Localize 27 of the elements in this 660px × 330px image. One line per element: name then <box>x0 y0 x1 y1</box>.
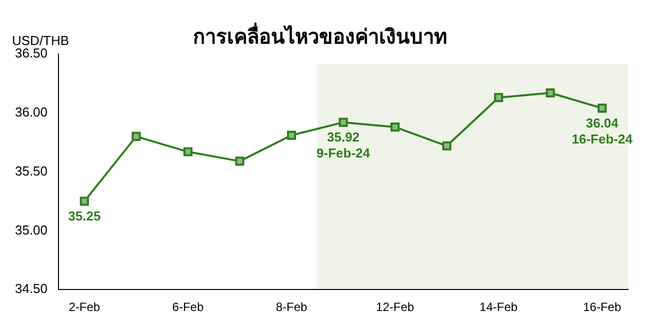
y-tick-label: 36.00 <box>14 104 48 120</box>
y-tick-label: 35.50 <box>14 163 48 178</box>
point <box>442 141 452 150</box>
data-label: 35.25 <box>68 208 101 224</box>
point <box>132 132 141 141</box>
data-label: 36.04 16-Feb-24 <box>572 115 634 146</box>
data-label: 35.92 9-Feb-24 <box>316 129 371 160</box>
y-axis-title: USD/THB <box>12 33 70 48</box>
x-tick-label: 8-Feb <box>276 300 308 314</box>
y-tick-label: 34.50 <box>14 281 48 296</box>
point <box>494 93 504 102</box>
x-tick-label: 16-Feb <box>583 300 622 314</box>
y-tick-label: 35.00 <box>14 222 48 238</box>
x-tick-label: 2-Feb <box>68 300 100 314</box>
point <box>235 156 244 166</box>
chart-title: การเคลื่อนไหวของค่าเงินบาท <box>193 22 447 49</box>
point <box>286 130 296 140</box>
point <box>598 104 607 113</box>
x-tick-label: 14-Feb <box>480 300 518 314</box>
y-tick-label: 36.50 <box>14 46 48 61</box>
x-tick-label: 6-Feb <box>172 300 204 314</box>
x-tick-label: 12-Feb <box>376 300 414 314</box>
point <box>80 196 89 206</box>
point <box>183 147 192 156</box>
point <box>390 122 400 132</box>
point <box>546 88 555 98</box>
point <box>338 118 348 127</box>
